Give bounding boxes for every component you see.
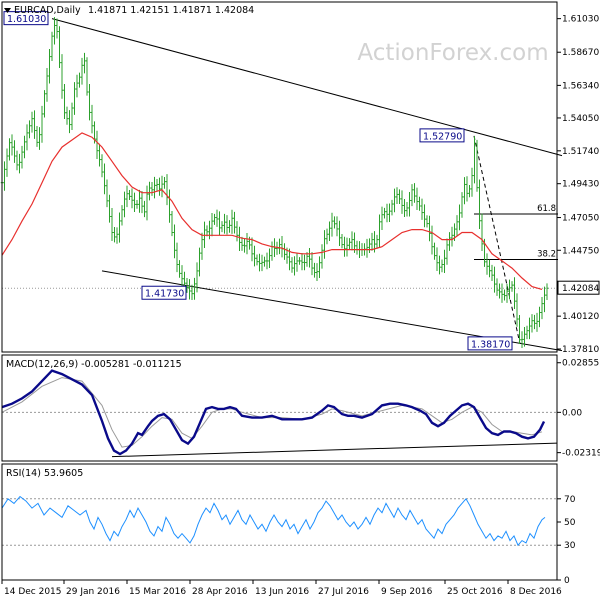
macd-label: MACD(12,26,9) -0.005281 -0.011215 — [6, 359, 182, 370]
rsi-series — [1, 495, 546, 547]
macd-y-tick-label: 0.00 — [562, 408, 582, 418]
last-price-label: 1.42084 — [562, 284, 599, 294]
rsi-y-tick-label: 0 — [564, 576, 570, 586]
price-series — [0, 17, 549, 348]
price-annotation-box — [3, 11, 49, 26]
price-y-tick-label: 1.51740 — [562, 147, 599, 157]
chart-menu-triangle-icon[interactable] — [4, 8, 11, 13]
macd-line — [1, 369, 546, 456]
rsi-label: RSI(14) 53.9605 — [6, 468, 83, 479]
moving-average-line — [1, 132, 543, 290]
symbol-label: EURCAD,Daily — [14, 5, 81, 16]
x-tick-label: 13 Jun 2016 — [255, 587, 309, 597]
price-trendlines: 61.8 38.2 — [51, 18, 563, 352]
price-y-tick-label: 1.40120 — [562, 312, 599, 322]
price-y-tick-label: 1.49430 — [562, 180, 599, 190]
x-tick-label: 27 Jul 2016 — [318, 587, 369, 597]
x-tick-label: 9 Sep 2016 — [381, 587, 433, 597]
price-y-tick-label: 1.47050 — [562, 214, 599, 224]
price-annotation-label: 1.38170 — [471, 339, 510, 350]
macd-y-tick-label: -0.023192 — [562, 449, 600, 459]
macd-frame — [1, 354, 558, 462]
price-y-tick-label: 1.37810 — [562, 345, 599, 355]
price-y-tick-label: 1.54050 — [562, 114, 599, 124]
ohlc-label: 1.41871 1.42151 1.41871 1.42084 — [88, 5, 254, 16]
price-annotation-label: 1.61030 — [7, 14, 46, 25]
x-tick-label: 15 Mar 2016 — [129, 587, 186, 597]
trendline — [51, 18, 563, 157]
x-tick-label: 28 Apr 2016 — [192, 587, 248, 597]
price-panel: ActionForex.com 61.838.2 1.610301.527901… — [0, 1, 600, 355]
rsi-line — [1, 495, 546, 547]
fib-label: 38.2 — [537, 250, 556, 260]
price-annotation-box — [467, 336, 513, 351]
rsi-y-tick-label: 30 — [564, 541, 576, 551]
last-price-box — [557, 280, 600, 295]
x-tick-label: 25 Oct 2016 — [447, 587, 503, 597]
rsi-y-tick-label: 70 — [564, 495, 576, 505]
macd-y-tick-label: 0.02855 — [562, 359, 599, 369]
watermark: ActionForex.com — [357, 40, 548, 66]
price-y-tick-label: 1.61030 — [562, 15, 599, 25]
x-axis: 14 Dec 2015 29 Jan 2016 15 Mar 2016 28 Apr … — [1, 580, 562, 597]
price-y-tick-label: 1.58670 — [562, 48, 599, 58]
price-annotation-label: 1.41730 — [145, 289, 184, 300]
fib-projection-line — [473, 135, 521, 344]
price-frame — [1, 1, 558, 353]
x-tick-label: 8 Dec 2016 — [510, 587, 562, 597]
rsi-y-axis: 70 50 30 0 — [557, 495, 576, 586]
price-annotation-box — [141, 285, 187, 300]
price-y-tick-label: 1.56340 — [562, 81, 599, 91]
macd-panel: 0.02855 0.00 -0.023192 MACD(12,26,9) -0.00… — [1, 354, 600, 462]
macd-series — [1, 369, 558, 458]
fib-label: 61.8 — [537, 204, 556, 214]
macd-y-axis: 0.02855 0.00 -0.023192 — [557, 359, 600, 459]
rsi-panel: 70 50 30 0 RSI(14) 53.9605 — [1, 463, 576, 586]
x-tick-label: 29 Jan 2016 — [66, 587, 120, 597]
price-annotations: 1.61030 1.52790 1.41730 1.38170 — [3, 11, 513, 351]
rsi-grid — [2, 498, 557, 546]
price-annotation-label: 1.52790 — [423, 131, 462, 142]
price-y-axis: 1.61030 1.58670 1.56340 1.54050 1.51740 1.494… — [557, 15, 600, 355]
rsi-y-tick-label: 50 — [564, 518, 576, 528]
macd-trendline — [111, 442, 558, 458]
x-tick-label: 14 Dec 2015 — [4, 587, 62, 597]
price-annotation-box — [419, 128, 465, 143]
price-y-tick-label: 1.44750 — [562, 246, 599, 256]
